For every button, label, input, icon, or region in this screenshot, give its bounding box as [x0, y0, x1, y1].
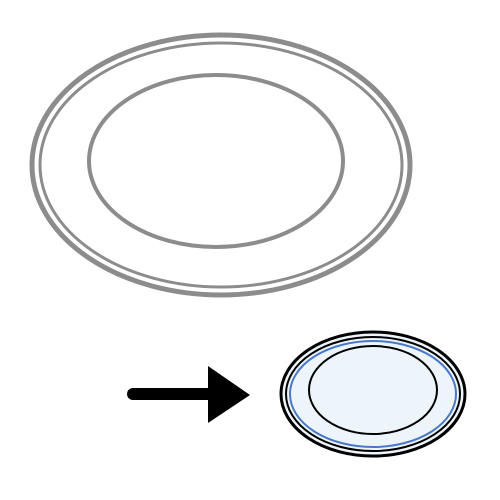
large-plate-icon — [29, 32, 413, 298]
large-plate-outer-rim — [29, 32, 413, 298]
small-plate-well — [308, 345, 438, 435]
small-plate-icon — [279, 330, 467, 458]
large-plate-well — [87, 73, 345, 249]
large-plate-outer-rim-inner-line — [38, 41, 404, 289]
right-arrow-icon — [127, 366, 250, 423]
small-plate-blue-band — [289, 340, 457, 448]
arrow-head — [208, 366, 250, 423]
small-plate-rim-line — [285, 336, 461, 452]
